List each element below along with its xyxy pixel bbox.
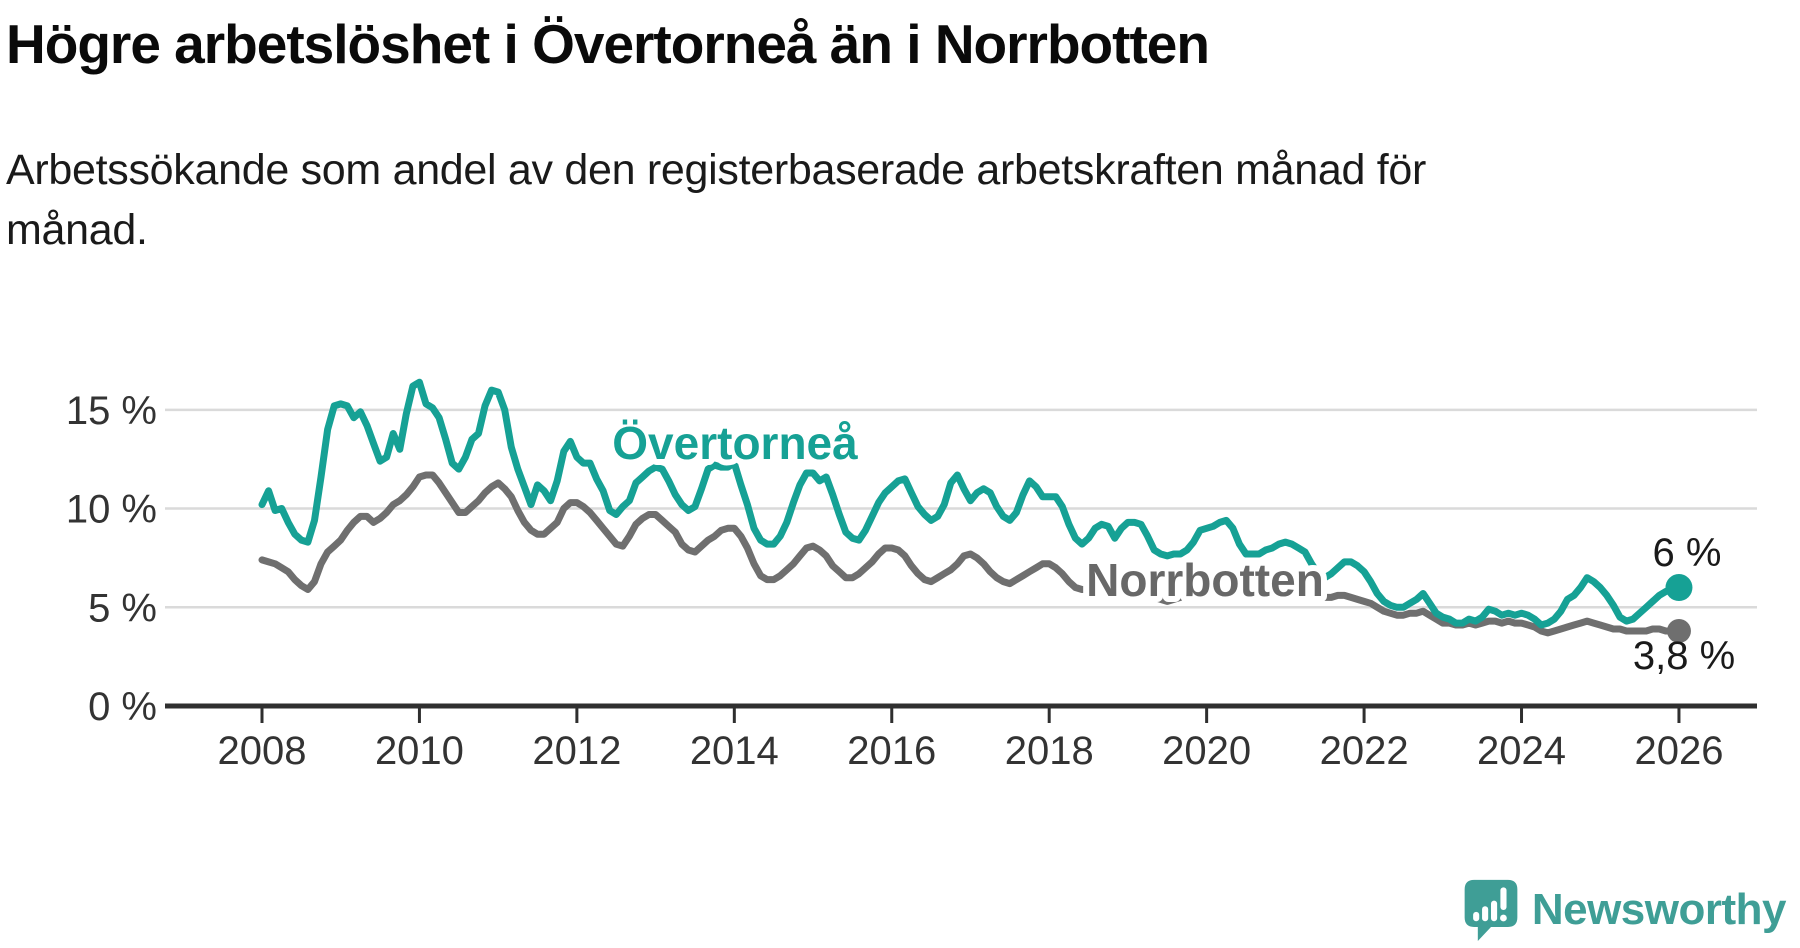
svg-text:2014: 2014 [690,729,779,773]
newsworthy-logo: Newsworthy [1462,878,1787,942]
y-axis-labels: 15 % 10 % 5 % 0 % [66,389,157,729]
svg-text:2024: 2024 [1477,729,1566,773]
speech-bubble-chart-icon [1464,879,1518,942]
svg-text:2022: 2022 [1320,729,1409,773]
end-value-norrbotten: 3,8 % [1633,634,1735,678]
series-lines [258,378,1683,637]
x-axis [165,703,1757,723]
svg-text:2010: 2010 [375,729,464,773]
svg-text:2020: 2020 [1162,729,1251,773]
chart-subtitle: Arbetssökande som andel av den registerb… [6,140,1426,260]
svg-text:5 %: 5 % [88,586,157,630]
svg-text:2018: 2018 [1005,729,1094,773]
svg-text:10 %: 10 % [66,488,157,532]
svg-text:2026: 2026 [1634,729,1723,773]
series-label-norrbotten: Norrbotten [1086,554,1324,606]
svg-text:0 %: 0 % [88,685,157,729]
end-value-overtornea: 6 % [1653,531,1722,575]
svg-text:2008: 2008 [218,729,307,773]
svg-text:2016: 2016 [847,729,936,773]
x-axis-labels: 2008 2010 2012 2014 2016 2018 2020 2022 2024 2026 [218,729,1724,773]
chart-subtitle-line2: månad. [6,206,148,254]
logo-text: Newsworthy [1531,885,1787,934]
series-label-overtornea: Övertorneå [612,417,858,469]
chart-title: Högre arbetslöshet i Övertorneå än i Nor… [6,13,1210,75]
chart-subtitle-line1: Arbetssökande som andel av den registerb… [6,146,1427,194]
series-end-dots [1665,574,1693,643]
svg-text:2012: 2012 [532,729,621,773]
svg-text:15 %: 15 % [66,389,157,433]
